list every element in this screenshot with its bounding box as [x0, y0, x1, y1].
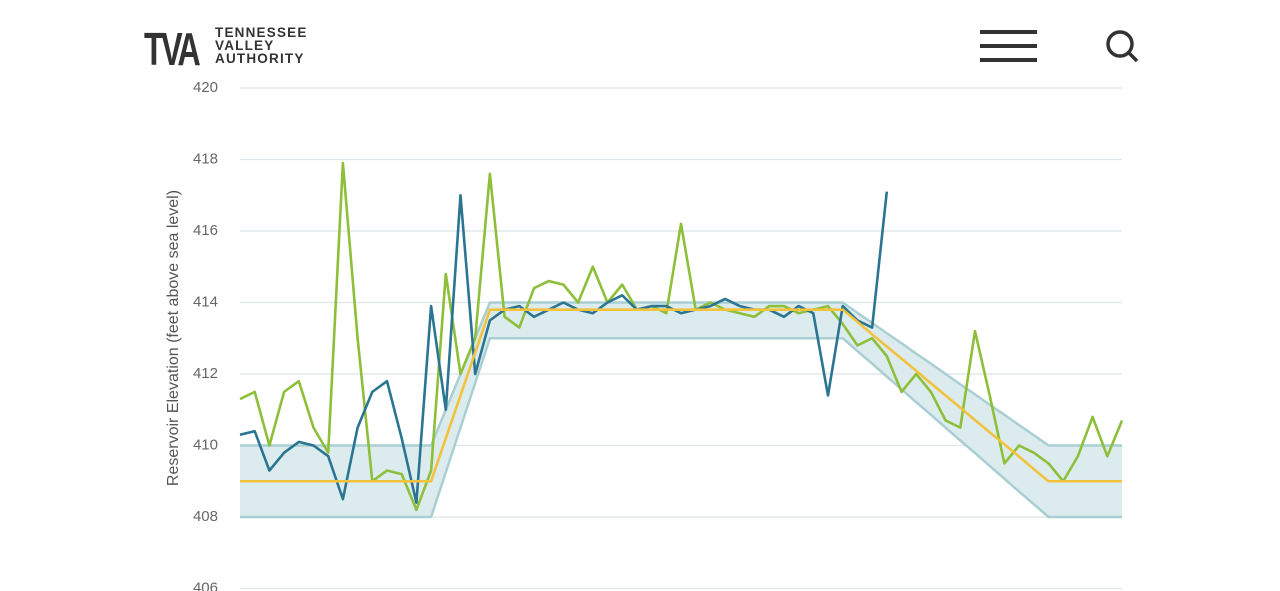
- y-tick-label: 412: [193, 365, 218, 382]
- y-tick-label: 410: [193, 436, 218, 453]
- org-name: AUTHORITY: [215, 51, 305, 66]
- y-tick-label: 408: [193, 508, 218, 525]
- y-tick-label: 414: [193, 293, 218, 310]
- search-button[interactable]: [1106, 30, 1139, 63]
- band-upper: [240, 301, 1122, 447]
- series-line: [239, 161, 1124, 512]
- logo[interactable]: TVA: [144, 23, 204, 75]
- band-fill: [240, 302, 1122, 517]
- y-tick-label: 418: [193, 150, 218, 167]
- header: TVA TENNESSEE VALLEY AUTHORITY: [144, 23, 1139, 75]
- menu-button[interactable]: [980, 30, 1037, 62]
- plot: 406 408 410 412 414 416 418 420: [193, 79, 1124, 591]
- series-line: [240, 308, 1122, 483]
- y-tick-label: 416: [193, 222, 218, 239]
- y-tick-label: 406: [193, 579, 218, 591]
- band-lower: [240, 337, 1122, 519]
- org-name: TENNESSEE: [215, 25, 308, 40]
- org-name: VALLEY: [215, 38, 274, 53]
- y-tick-label: 420: [193, 79, 218, 96]
- series-line: [239, 191, 889, 504]
- y-axis-label: Reservoir Elevation (feet above sea leve…: [165, 190, 182, 486]
